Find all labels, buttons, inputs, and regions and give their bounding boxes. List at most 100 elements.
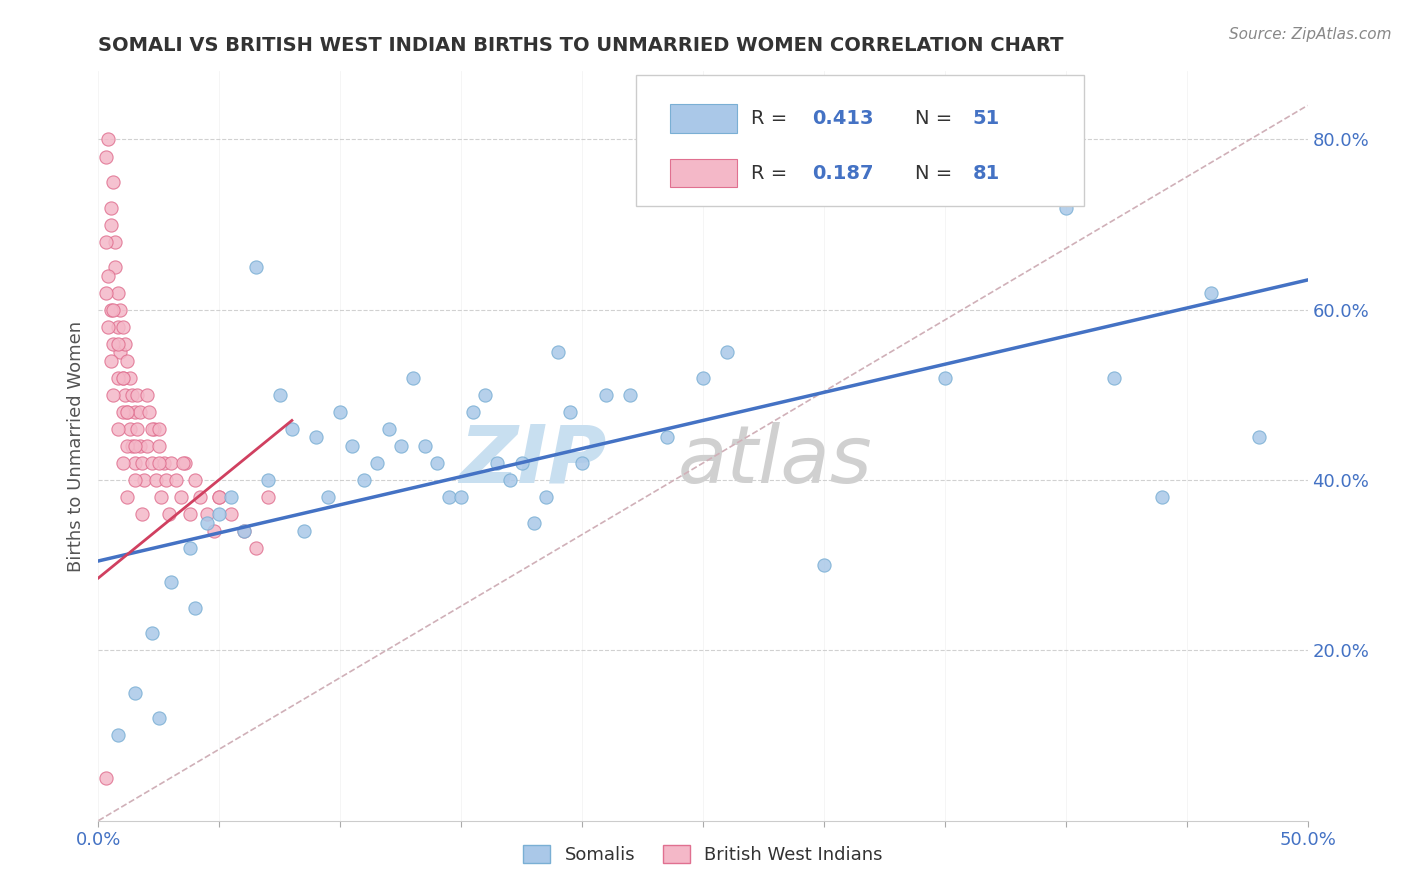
Point — [118, 422, 141, 436]
Point — [118, 371, 141, 385]
Point — [111, 371, 134, 385]
Point — [111, 456, 134, 470]
Point — [124, 405, 146, 419]
Text: atlas: atlas — [678, 422, 873, 500]
Point — [127, 388, 149, 402]
Point — [195, 516, 218, 530]
Point — [145, 473, 167, 487]
Point — [413, 439, 436, 453]
Point — [97, 132, 120, 146]
Point — [232, 524, 254, 538]
Point — [97, 319, 120, 334]
Point — [208, 507, 231, 521]
Point — [571, 456, 593, 470]
Point — [692, 371, 714, 385]
Point — [101, 388, 124, 402]
Point — [474, 388, 496, 402]
Point — [174, 456, 197, 470]
Point — [245, 541, 267, 556]
Point — [117, 439, 139, 453]
Point — [292, 524, 315, 538]
Point — [558, 405, 581, 419]
Point — [141, 626, 163, 640]
Point — [534, 490, 557, 504]
Point — [100, 201, 122, 215]
Point — [221, 507, 243, 521]
Point — [148, 456, 170, 470]
Point — [124, 439, 146, 453]
FancyBboxPatch shape — [671, 104, 737, 133]
Point — [150, 490, 173, 504]
Text: N =: N = — [915, 164, 957, 183]
Point — [463, 405, 485, 419]
Point — [104, 260, 127, 275]
Point — [342, 439, 364, 453]
Point — [1102, 371, 1125, 385]
Point — [117, 405, 139, 419]
Text: 81: 81 — [973, 164, 1000, 183]
Point — [353, 473, 375, 487]
Point — [402, 371, 425, 385]
Point — [184, 600, 207, 615]
Point — [111, 405, 134, 419]
Point — [1249, 430, 1271, 444]
Point — [165, 473, 187, 487]
Point — [655, 430, 678, 444]
Point — [148, 422, 170, 436]
Point — [160, 575, 183, 590]
FancyBboxPatch shape — [671, 159, 737, 187]
Point — [155, 473, 177, 487]
Point — [450, 490, 472, 504]
Point — [111, 371, 134, 385]
Point — [108, 302, 131, 317]
Point — [124, 456, 146, 470]
Point — [143, 422, 166, 436]
Point — [169, 490, 191, 504]
Text: ZIP: ZIP — [458, 422, 606, 500]
Point — [437, 490, 460, 504]
Point — [426, 456, 449, 470]
Point — [121, 439, 143, 453]
Point — [204, 524, 226, 538]
Point — [121, 388, 143, 402]
Point — [389, 439, 412, 453]
Point — [316, 490, 339, 504]
Text: N =: N = — [915, 109, 957, 128]
Point — [184, 473, 207, 487]
Point — [148, 711, 170, 725]
Text: 0.413: 0.413 — [811, 109, 873, 128]
FancyBboxPatch shape — [637, 75, 1084, 206]
Point — [208, 490, 231, 504]
Point — [100, 302, 122, 317]
Point — [127, 422, 149, 436]
Point — [101, 336, 124, 351]
Point — [117, 405, 139, 419]
Point — [486, 456, 509, 470]
Point — [281, 422, 304, 436]
Point — [100, 218, 122, 232]
Point — [934, 371, 956, 385]
Point — [547, 345, 569, 359]
Point — [813, 558, 835, 573]
Point — [94, 149, 117, 163]
Point — [523, 516, 546, 530]
Point — [97, 268, 120, 283]
Point — [141, 456, 163, 470]
Point — [305, 430, 328, 444]
Point — [160, 456, 183, 470]
Text: R =: R = — [751, 164, 794, 183]
Point — [128, 405, 150, 419]
Point — [94, 285, 117, 300]
Text: 0.187: 0.187 — [811, 164, 873, 183]
Point — [107, 371, 129, 385]
Text: SOMALI VS BRITISH WEST INDIAN BIRTHS TO UNMARRIED WOMEN CORRELATION CHART: SOMALI VS BRITISH WEST INDIAN BIRTHS TO … — [98, 36, 1064, 54]
Point — [716, 345, 738, 359]
Point — [128, 439, 150, 453]
Point — [107, 336, 129, 351]
Point — [117, 490, 139, 504]
Point — [188, 490, 211, 504]
Point — [221, 490, 243, 504]
Point — [101, 175, 124, 189]
Point — [134, 473, 156, 487]
Point — [104, 235, 127, 249]
